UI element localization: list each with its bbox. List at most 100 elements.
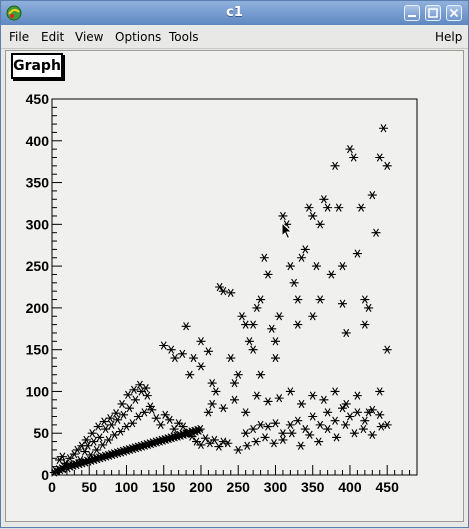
data-point bbox=[77, 441, 87, 450]
data-point bbox=[293, 320, 303, 329]
data-point bbox=[196, 440, 206, 450]
data-point bbox=[87, 429, 97, 438]
data-point bbox=[278, 211, 288, 221]
data-point bbox=[289, 278, 299, 287]
x-tick-label: 100 bbox=[115, 479, 139, 495]
data-point bbox=[300, 424, 310, 434]
data-point bbox=[364, 408, 374, 417]
data-point bbox=[185, 370, 195, 379]
x-tick-label: 300 bbox=[264, 479, 288, 495]
x-tick-label: 400 bbox=[338, 479, 362, 495]
close-button[interactable] bbox=[446, 5, 462, 21]
menu-tools[interactable]: Tools bbox=[169, 30, 199, 44]
data-point bbox=[338, 261, 348, 271]
title-bar[interactable]: c1 bbox=[1, 1, 468, 25]
data-point bbox=[233, 445, 243, 455]
menu-options[interactable]: Options bbox=[115, 30, 162, 44]
data-point bbox=[117, 399, 127, 409]
graph-title[interactable]: Graph bbox=[11, 53, 63, 79]
data-point bbox=[207, 378, 217, 388]
data-point bbox=[263, 397, 273, 406]
data-point bbox=[311, 261, 321, 271]
data-point bbox=[178, 422, 188, 431]
data-point bbox=[278, 429, 288, 438]
data-point bbox=[54, 455, 64, 465]
data-point bbox=[136, 387, 146, 396]
data-point bbox=[319, 395, 329, 404]
data-point bbox=[75, 455, 85, 465]
y-tick-label: 450 bbox=[26, 91, 50, 107]
data-point bbox=[330, 416, 340, 425]
y-tick-label: 400 bbox=[26, 133, 50, 149]
data-point bbox=[181, 322, 191, 331]
x-tick-label: 450 bbox=[376, 479, 400, 495]
data-point bbox=[133, 412, 143, 421]
data-point bbox=[252, 303, 262, 313]
menu-help[interactable]: Help bbox=[435, 30, 463, 44]
data-point bbox=[129, 385, 139, 394]
data-point bbox=[110, 430, 120, 440]
x-tick-label: 250 bbox=[227, 479, 251, 495]
data-point bbox=[244, 337, 254, 346]
data-point bbox=[211, 387, 221, 396]
data-point bbox=[196, 362, 206, 371]
data-point bbox=[349, 429, 359, 438]
data-point bbox=[215, 282, 225, 292]
data-point bbox=[130, 395, 140, 404]
data-point bbox=[251, 437, 261, 446]
data-point bbox=[367, 430, 377, 440]
data-point bbox=[124, 404, 134, 413]
data-point bbox=[98, 440, 108, 450]
data-point bbox=[135, 380, 145, 389]
y-tick-label: 200 bbox=[26, 300, 50, 316]
maximize-button[interactable] bbox=[425, 5, 441, 21]
data-point bbox=[308, 211, 318, 221]
y-tick-label: 100 bbox=[26, 383, 50, 399]
data-point bbox=[297, 399, 307, 409]
data-point bbox=[308, 412, 318, 421]
data-point bbox=[218, 404, 228, 413]
data-point bbox=[323, 424, 333, 434]
x-tick-label: 200 bbox=[189, 479, 213, 495]
data-point bbox=[259, 253, 269, 262]
y-tick-label: 300 bbox=[26, 216, 50, 232]
data-point bbox=[177, 349, 187, 358]
root-app-icon[interactable] bbox=[6, 5, 22, 21]
data-point bbox=[223, 439, 233, 448]
data-point bbox=[256, 370, 266, 379]
data-point bbox=[323, 203, 333, 212]
data-point bbox=[187, 432, 197, 441]
data-point bbox=[274, 312, 284, 321]
data-point bbox=[334, 203, 344, 212]
data-point bbox=[252, 391, 262, 400]
data-point bbox=[113, 415, 123, 424]
data-point bbox=[192, 437, 202, 446]
menu-view[interactable]: View bbox=[75, 30, 104, 44]
menu-edit[interactable]: Edit bbox=[41, 30, 65, 44]
data-point bbox=[360, 295, 370, 304]
data-point bbox=[147, 405, 157, 414]
data-point bbox=[142, 391, 152, 400]
data-point bbox=[269, 439, 279, 448]
data-point bbox=[183, 429, 193, 438]
data-point bbox=[196, 337, 206, 346]
data-point bbox=[364, 303, 374, 313]
data-point bbox=[315, 295, 325, 304]
data-point bbox=[166, 345, 176, 354]
data-point bbox=[278, 435, 288, 445]
data-point bbox=[57, 452, 67, 461]
menu-bar: File Edit View Options Tools Help bbox=[1, 26, 468, 49]
data-point bbox=[305, 430, 315, 440]
data-point bbox=[141, 383, 151, 393]
data-point bbox=[267, 324, 277, 333]
data-point bbox=[170, 353, 180, 363]
menu-file[interactable]: File bbox=[9, 30, 30, 44]
data-point bbox=[323, 408, 333, 417]
data-point bbox=[159, 341, 169, 350]
data-point bbox=[139, 408, 149, 417]
data-point bbox=[304, 203, 314, 212]
data-point bbox=[165, 415, 175, 424]
minimize-button[interactable] bbox=[404, 5, 420, 21]
